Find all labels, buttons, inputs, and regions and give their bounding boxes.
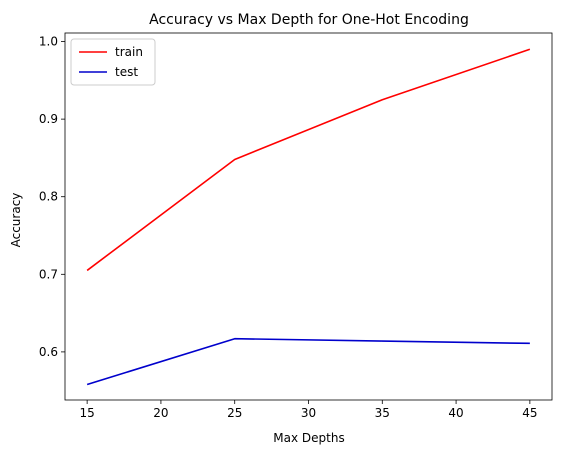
x-tick-label: 25 [227,406,242,420]
legend-label-train: train [115,45,143,59]
y-tick-label: 0.9 [39,112,58,126]
x-axis-label: Max Depths [273,431,344,445]
chart-title: Accuracy vs Max Depth for One-Hot Encodi… [149,12,469,28]
series-line-test [86,337,530,386]
x-tick-label: 45 [522,406,537,420]
x-tick-label: 20 [153,406,168,420]
series-line-train [86,48,531,272]
x-tick-label: 30 [301,406,316,420]
y-tick-label: 0.7 [39,267,58,281]
x-tick-label: 35 [375,406,390,420]
legend-label-test: test [115,65,138,79]
legend: train test [70,38,156,86]
y-tick-label: 0.8 [39,190,58,204]
axis-ticks: 15 20 25 30 35 40 45 0.6 0.7 0.8 0.9 1.0 [39,35,538,420]
series-lines [86,48,531,386]
y-axis-label: Accuracy [9,193,23,248]
y-tick-label: 1.0 [39,35,58,49]
x-tick-label: 40 [448,406,463,420]
y-tick-label: 0.6 [39,345,58,359]
plot-frame [64,32,553,401]
x-tick-label: 15 [79,406,94,420]
legend-box [70,38,156,86]
